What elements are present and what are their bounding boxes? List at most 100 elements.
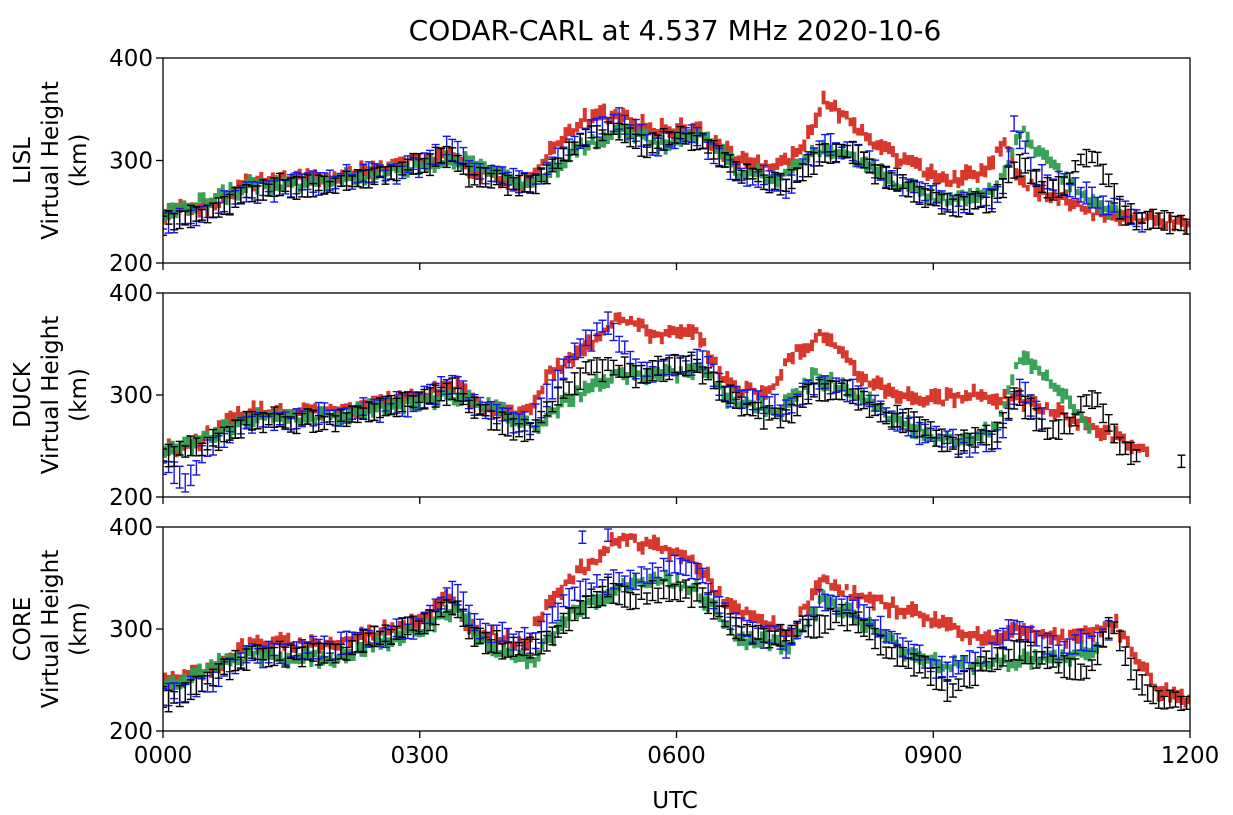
red-echo-point — [775, 376, 780, 386]
red-echo-point — [836, 108, 841, 124]
red-echo-point — [1017, 169, 1022, 186]
blue-errorbar — [960, 654, 969, 672]
green-echo-point — [240, 658, 245, 666]
red-echo-point — [813, 332, 818, 343]
red-echo-point — [933, 388, 938, 405]
red-echo-point — [894, 605, 899, 620]
black-errorbar — [520, 418, 529, 443]
black-errorbar — [1154, 212, 1163, 229]
green-echo-point — [340, 646, 345, 660]
red-echo-point — [1056, 634, 1061, 645]
green-echo-point — [409, 396, 414, 411]
black-errorbar — [843, 379, 852, 396]
red-echo-point — [663, 328, 668, 337]
green-echo-point — [979, 662, 984, 672]
green-echo-point — [602, 131, 607, 148]
red-echo-point — [236, 642, 241, 655]
black-errorbar — [1099, 403, 1108, 424]
red-echo-point — [898, 391, 903, 404]
green-echo-point — [648, 367, 653, 380]
blue-errorbar — [1082, 181, 1091, 205]
red-echo-point — [902, 607, 907, 620]
green-echo-point — [440, 612, 445, 620]
green-echo-point — [910, 178, 915, 193]
green-echo-point — [921, 185, 926, 197]
green-echo-point — [1014, 362, 1019, 370]
black-errorbar — [1060, 655, 1069, 679]
red-echo-point — [1114, 207, 1119, 222]
red-echo-point — [551, 590, 556, 607]
red-echo-point — [917, 395, 922, 406]
red-echo-point — [652, 534, 657, 551]
green-echo-point — [825, 144, 830, 158]
blue-errorbar — [175, 465, 184, 489]
red-echo-point — [1033, 396, 1038, 412]
black-errorbar — [1088, 390, 1097, 410]
black-errorbar — [937, 193, 946, 215]
green-echo-point — [459, 390, 464, 407]
red-echo-point — [956, 625, 961, 638]
red-echo-point — [1029, 624, 1034, 634]
green-echo-point — [409, 624, 414, 634]
black-errorbar — [704, 592, 713, 615]
red-echo-point — [1187, 220, 1190, 228]
green-echo-point — [940, 663, 945, 672]
green-echo-point — [251, 412, 256, 428]
green-echo-point — [582, 600, 587, 616]
green-echo-point — [848, 389, 853, 399]
green-echo-point — [447, 608, 452, 623]
red-echo-point — [860, 123, 865, 136]
green-echo-point — [351, 651, 356, 661]
red-echo-point — [278, 403, 283, 410]
red-echo-point — [702, 337, 707, 347]
green-echo-point — [424, 394, 429, 405]
black-errorbar — [976, 192, 985, 208]
black-errorbar — [976, 429, 985, 444]
black-errorbar — [993, 421, 1002, 443]
red-echo-point — [994, 393, 999, 410]
green-echo-point — [528, 421, 533, 429]
blue-errorbar — [548, 379, 557, 400]
green-echo-point — [240, 416, 245, 425]
panel-marks — [163, 311, 1186, 493]
red-echo-point — [937, 173, 942, 185]
red-echo-point — [240, 180, 245, 189]
green-echo-point — [1079, 191, 1084, 199]
red-echo-point — [836, 584, 841, 596]
black-errorbar — [620, 123, 629, 144]
black-errorbar — [498, 643, 507, 660]
blue-errorbar — [576, 580, 585, 602]
blue-errorbar — [865, 606, 874, 625]
red-echo-point — [232, 412, 237, 424]
black-errorbar — [1165, 689, 1174, 709]
green-echo-point — [170, 440, 175, 455]
green-echo-point — [1033, 359, 1038, 371]
red-echo-point — [794, 147, 799, 158]
green-echo-point — [991, 657, 996, 667]
green-echo-point — [675, 370, 680, 384]
red-echo-point — [1110, 206, 1115, 221]
green-echo-point — [536, 649, 541, 662]
black-errorbar — [570, 606, 579, 622]
x-tick-label: 0000 — [134, 743, 193, 769]
black-errorbar — [882, 646, 891, 659]
red-echo-point — [975, 171, 980, 183]
green-echo-point — [840, 604, 845, 619]
green-echo-point — [890, 412, 895, 429]
red-echo-point — [424, 608, 429, 621]
blue-errorbar — [163, 462, 167, 475]
black-errorbar — [1054, 419, 1063, 440]
red-echo-point — [1172, 219, 1177, 232]
red-echo-point — [848, 357, 853, 366]
green-echo-point — [813, 146, 818, 155]
black-errorbar — [1004, 648, 1013, 662]
red-echo-point — [409, 613, 414, 630]
red-echo-point — [555, 357, 560, 372]
y-tick-label: 300 — [109, 383, 153, 409]
green-echo-point — [948, 433, 953, 444]
red-echo-point — [440, 591, 445, 607]
red-echo-point — [1033, 629, 1038, 645]
red-echo-point — [910, 391, 915, 406]
black-errorbar — [275, 640, 284, 661]
